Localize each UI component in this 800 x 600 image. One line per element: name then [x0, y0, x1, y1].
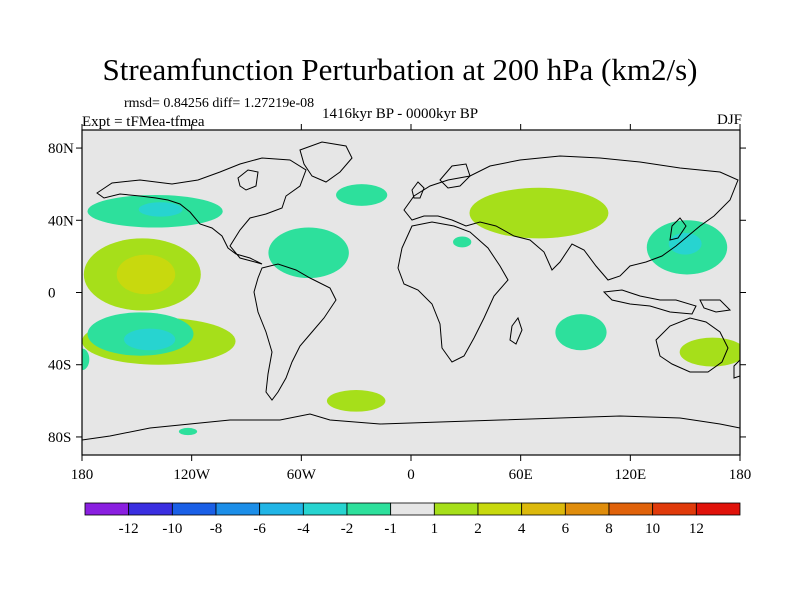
region-south-atlantic	[326, 390, 386, 412]
coast-japan	[669, 217, 687, 241]
chart-title: Streamfunction Perturbation at 200 hPa (…	[102, 52, 698, 87]
coast-eurasia	[403, 155, 739, 281]
y-tick-label: 80S	[48, 430, 71, 446]
region-north-africa-small	[453, 236, 472, 248]
colorbar-label: 12	[689, 521, 704, 537]
y-tick-label: 40S	[48, 358, 71, 374]
colorbar-swatch	[695, 502, 741, 516]
colorbar-swatch	[477, 502, 523, 516]
coast-australia	[655, 317, 729, 373]
colorbar-label: -10	[162, 521, 182, 537]
season-label: DJF	[716, 112, 742, 128]
colorbar-swatch	[390, 502, 435, 516]
colorbar-label: 4	[518, 521, 526, 537]
coast-hudson-bay	[237, 169, 259, 191]
colorbar-swatch	[128, 502, 173, 516]
region-west-pacific-core	[668, 232, 702, 255]
x-tick-label: 60W	[287, 467, 317, 483]
anomaly-regions	[82, 184, 740, 436]
colorbar-label: -8	[210, 521, 223, 537]
region-caribbean	[268, 227, 349, 279]
stats-label: rmsd= 0.84256 diff= 1.27219e-08	[124, 96, 315, 111]
colorbar-label: 8	[605, 521, 613, 537]
coastlines	[82, 141, 740, 441]
experiment-label: Expt = tFMea-tfmea	[82, 114, 205, 130]
coast-new-zealand	[733, 359, 740, 379]
y-tick-label: 80N	[48, 141, 74, 157]
coast-greenland	[299, 141, 353, 183]
colorbar-swatch	[521, 502, 566, 516]
colorbar: -12 -10 -8 -6 -4 -2 -1 1 2 4 6 8 10 12	[84, 502, 741, 537]
coast-south-america	[253, 263, 337, 401]
region-south-pacific-core	[124, 328, 176, 351]
x-tick-label: 0	[407, 467, 415, 483]
region-north-pacific-east-core	[138, 202, 183, 217]
x-tick-label: 180	[71, 467, 94, 483]
x-tick-label: 120W	[173, 467, 211, 483]
colorbar-swatch	[302, 502, 348, 516]
colorbar-swatch	[652, 502, 697, 516]
colorbar-label: -1	[384, 521, 397, 537]
colorbar-swatch	[259, 502, 304, 516]
colorbar-label: -12	[119, 521, 139, 537]
colorbar-swatch	[608, 502, 654, 516]
region-south-pacific-west-edge	[82, 348, 90, 371]
colorbar-label: 2	[474, 521, 482, 537]
region-southern-ocean-small	[178, 427, 198, 436]
coast-africa	[397, 221, 509, 363]
colorbar-label: -4	[297, 521, 310, 537]
colorbar-swatch	[84, 502, 130, 516]
axes: 180 120W 60W 0 60E 120E 180 80N 40N 0 40S 80S	[48, 124, 751, 483]
colorbar-label: 1	[431, 521, 439, 537]
coast-madagascar	[509, 316, 523, 345]
region-indian-ocean	[555, 314, 607, 351]
coast-new-guinea	[699, 299, 732, 313]
coast-indonesia	[602, 289, 697, 315]
coast-scandinavia	[439, 163, 471, 189]
coast-north-america	[96, 157, 307, 265]
colorbar-swatch	[346, 502, 392, 516]
y-tick-label: 40N	[48, 213, 74, 229]
region-tropical-east-pacific-core	[116, 254, 176, 295]
region-north-atlantic	[336, 184, 388, 206]
coast-antarctica	[82, 413, 740, 441]
period-label: 1416kyr BP - 0000kyr BP	[322, 106, 479, 122]
y-tick-label: 0	[48, 286, 56, 302]
region-eurasia	[469, 187, 609, 239]
colorbar-swatch	[433, 502, 479, 516]
colorbar-swatch	[564, 502, 610, 516]
colorbar-label: -2	[341, 521, 354, 537]
colorbar-label: 10	[645, 521, 660, 537]
coast-uk	[411, 181, 425, 199]
region-east-australia	[679, 337, 740, 367]
x-tick-label: 120E	[614, 467, 646, 483]
colorbar-label: 6	[562, 521, 570, 537]
colorbar-swatch	[171, 502, 217, 516]
colorbar-swatch	[215, 502, 261, 516]
x-tick-label: 60E	[509, 467, 533, 483]
x-tick-label: 180	[729, 467, 752, 483]
colorbar-label: -6	[253, 521, 266, 537]
